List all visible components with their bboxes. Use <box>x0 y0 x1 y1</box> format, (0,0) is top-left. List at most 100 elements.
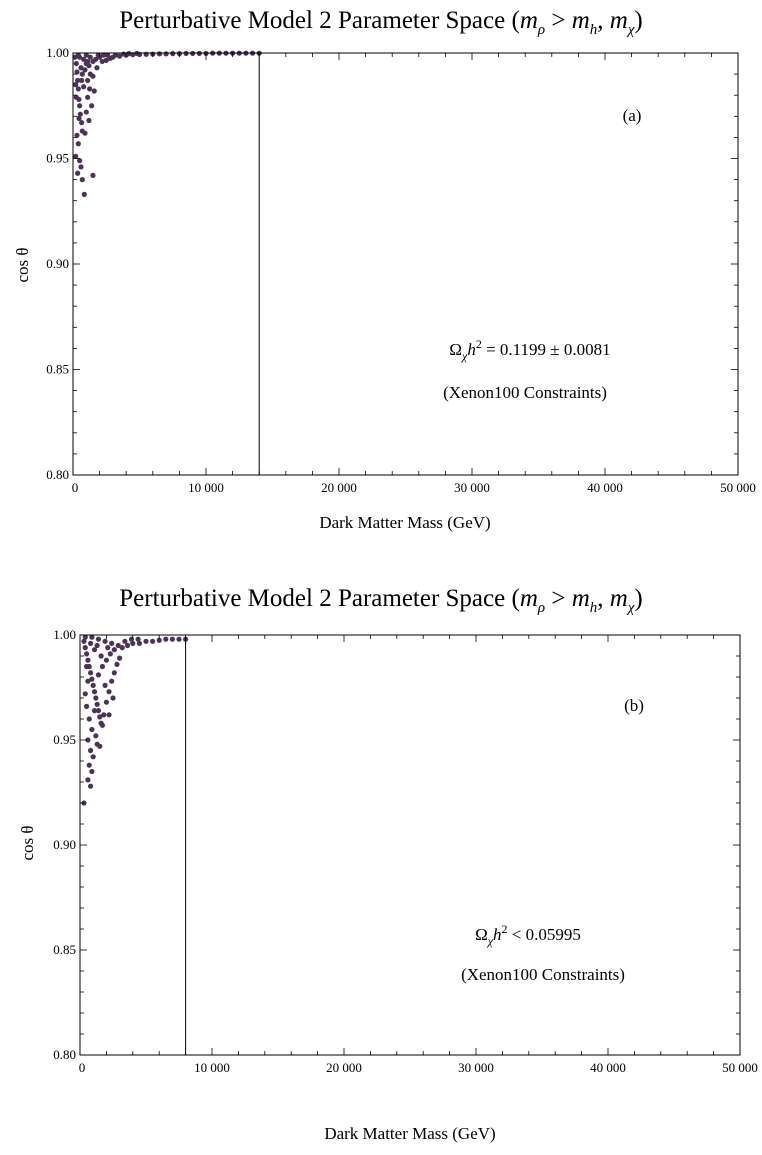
data-point <box>73 94 79 100</box>
x-tick-label: 10 000 <box>188 480 224 495</box>
data-point <box>73 153 79 159</box>
data-point <box>107 651 113 657</box>
data-point <box>81 56 87 62</box>
data-point <box>77 158 83 164</box>
y-axis-label: cos θ <box>18 825 37 860</box>
data-point <box>99 58 105 65</box>
data-point <box>87 86 93 92</box>
data-point <box>91 647 98 653</box>
data-point <box>102 682 108 688</box>
data-point <box>83 109 89 115</box>
data-point <box>90 172 96 178</box>
y-tick-label: 0.85 <box>53 942 76 957</box>
data-point <box>94 741 100 747</box>
data-point <box>93 56 99 62</box>
data-point <box>101 712 107 718</box>
data-point <box>163 51 169 57</box>
y-tick-label: 0.90 <box>53 837 76 852</box>
y-tick-label: 0.90 <box>46 256 69 271</box>
data-point <box>86 63 92 69</box>
data-point <box>122 638 128 644</box>
data-point <box>74 69 80 75</box>
constraints-annotation: (Xenon100 Constraints) <box>461 965 625 984</box>
data-point <box>87 670 94 676</box>
data-point <box>106 689 112 695</box>
relic-density-annotation: Ωχh2 < 0.05995 <box>475 922 581 948</box>
data-point <box>120 51 127 57</box>
x-tick-label: 20 000 <box>321 480 357 495</box>
data-point <box>170 51 176 57</box>
data-point <box>104 52 111 58</box>
data-point <box>91 708 98 714</box>
data-point <box>86 762 92 768</box>
data-point <box>94 65 100 71</box>
data-point <box>105 645 111 651</box>
data-point <box>75 86 81 92</box>
data-point <box>114 661 120 667</box>
data-point <box>90 754 96 760</box>
data-point <box>78 164 84 170</box>
data-point <box>81 638 87 644</box>
data-point <box>91 88 97 94</box>
x-tick-label: 40 000 <box>590 1060 626 1075</box>
panel-label: (a) <box>623 106 642 125</box>
data-point <box>87 783 94 789</box>
data-point <box>76 115 82 122</box>
data-point <box>119 645 125 651</box>
scatter-plot-b: 0 10 000 20 000 30 000 40 000 50 000 0.80 0.85 0… <box>18 627 758 1143</box>
chart-panel-b: Perturbative Model 2 Parameter Space (mρ… <box>0 578 762 1143</box>
data-point <box>106 712 112 718</box>
relic-density-annotation: Ωχh2 = 0.1199 ± 0.0081 <box>449 337 610 363</box>
data-point <box>85 58 91 65</box>
data-point <box>82 691 88 697</box>
data-point <box>89 726 95 733</box>
data-point <box>135 636 141 642</box>
data-point <box>156 637 162 643</box>
data-point <box>93 733 99 739</box>
data-point <box>109 640 115 646</box>
data-point <box>98 653 104 659</box>
data-point <box>75 170 81 176</box>
data-point <box>102 638 108 644</box>
data-point <box>82 634 88 640</box>
data-point <box>75 77 81 84</box>
data-point <box>117 655 123 661</box>
data-point <box>85 737 91 743</box>
data-point <box>85 657 91 663</box>
data-point <box>93 695 99 701</box>
y-tick-label: 0.80 <box>53 1047 76 1062</box>
data-point <box>156 51 163 57</box>
data-point <box>169 636 175 642</box>
y-axis-label: cos θ <box>13 247 32 282</box>
data-point <box>143 638 149 644</box>
x-tick-label: 30 000 <box>458 1060 494 1075</box>
data-point <box>94 701 100 707</box>
data-point <box>74 132 80 138</box>
data-point <box>112 52 119 58</box>
data-point <box>110 695 116 701</box>
data-point <box>79 71 85 77</box>
data-point <box>81 191 87 197</box>
data-point <box>84 703 90 709</box>
data-point <box>143 51 149 57</box>
x-axis-label: Dark Matter Mass (GeV) <box>319 513 490 532</box>
chart-title: Perturbative Model 2 Parameter Space (mρ… <box>119 585 643 616</box>
data-point <box>87 747 94 754</box>
data-point <box>81 84 87 90</box>
x-tick-label: 40 000 <box>587 480 623 495</box>
data-point <box>85 94 91 100</box>
data-point <box>84 651 90 657</box>
x-tick-label: 20 000 <box>326 1060 362 1075</box>
y-tick-label: 0.95 <box>46 151 69 166</box>
constraints-annotation: (Xenon100 Constraints) <box>443 383 607 402</box>
data-point <box>86 117 92 124</box>
data-point <box>89 676 95 682</box>
data-point <box>97 714 103 720</box>
data-point <box>89 768 95 775</box>
chart-title: Perturbative Model 2 Parameter Space (mρ… <box>119 7 643 38</box>
data-point <box>83 52 89 58</box>
data-point <box>85 678 91 684</box>
data-point <box>128 636 135 642</box>
data-point <box>85 77 91 84</box>
data-point <box>79 177 85 183</box>
